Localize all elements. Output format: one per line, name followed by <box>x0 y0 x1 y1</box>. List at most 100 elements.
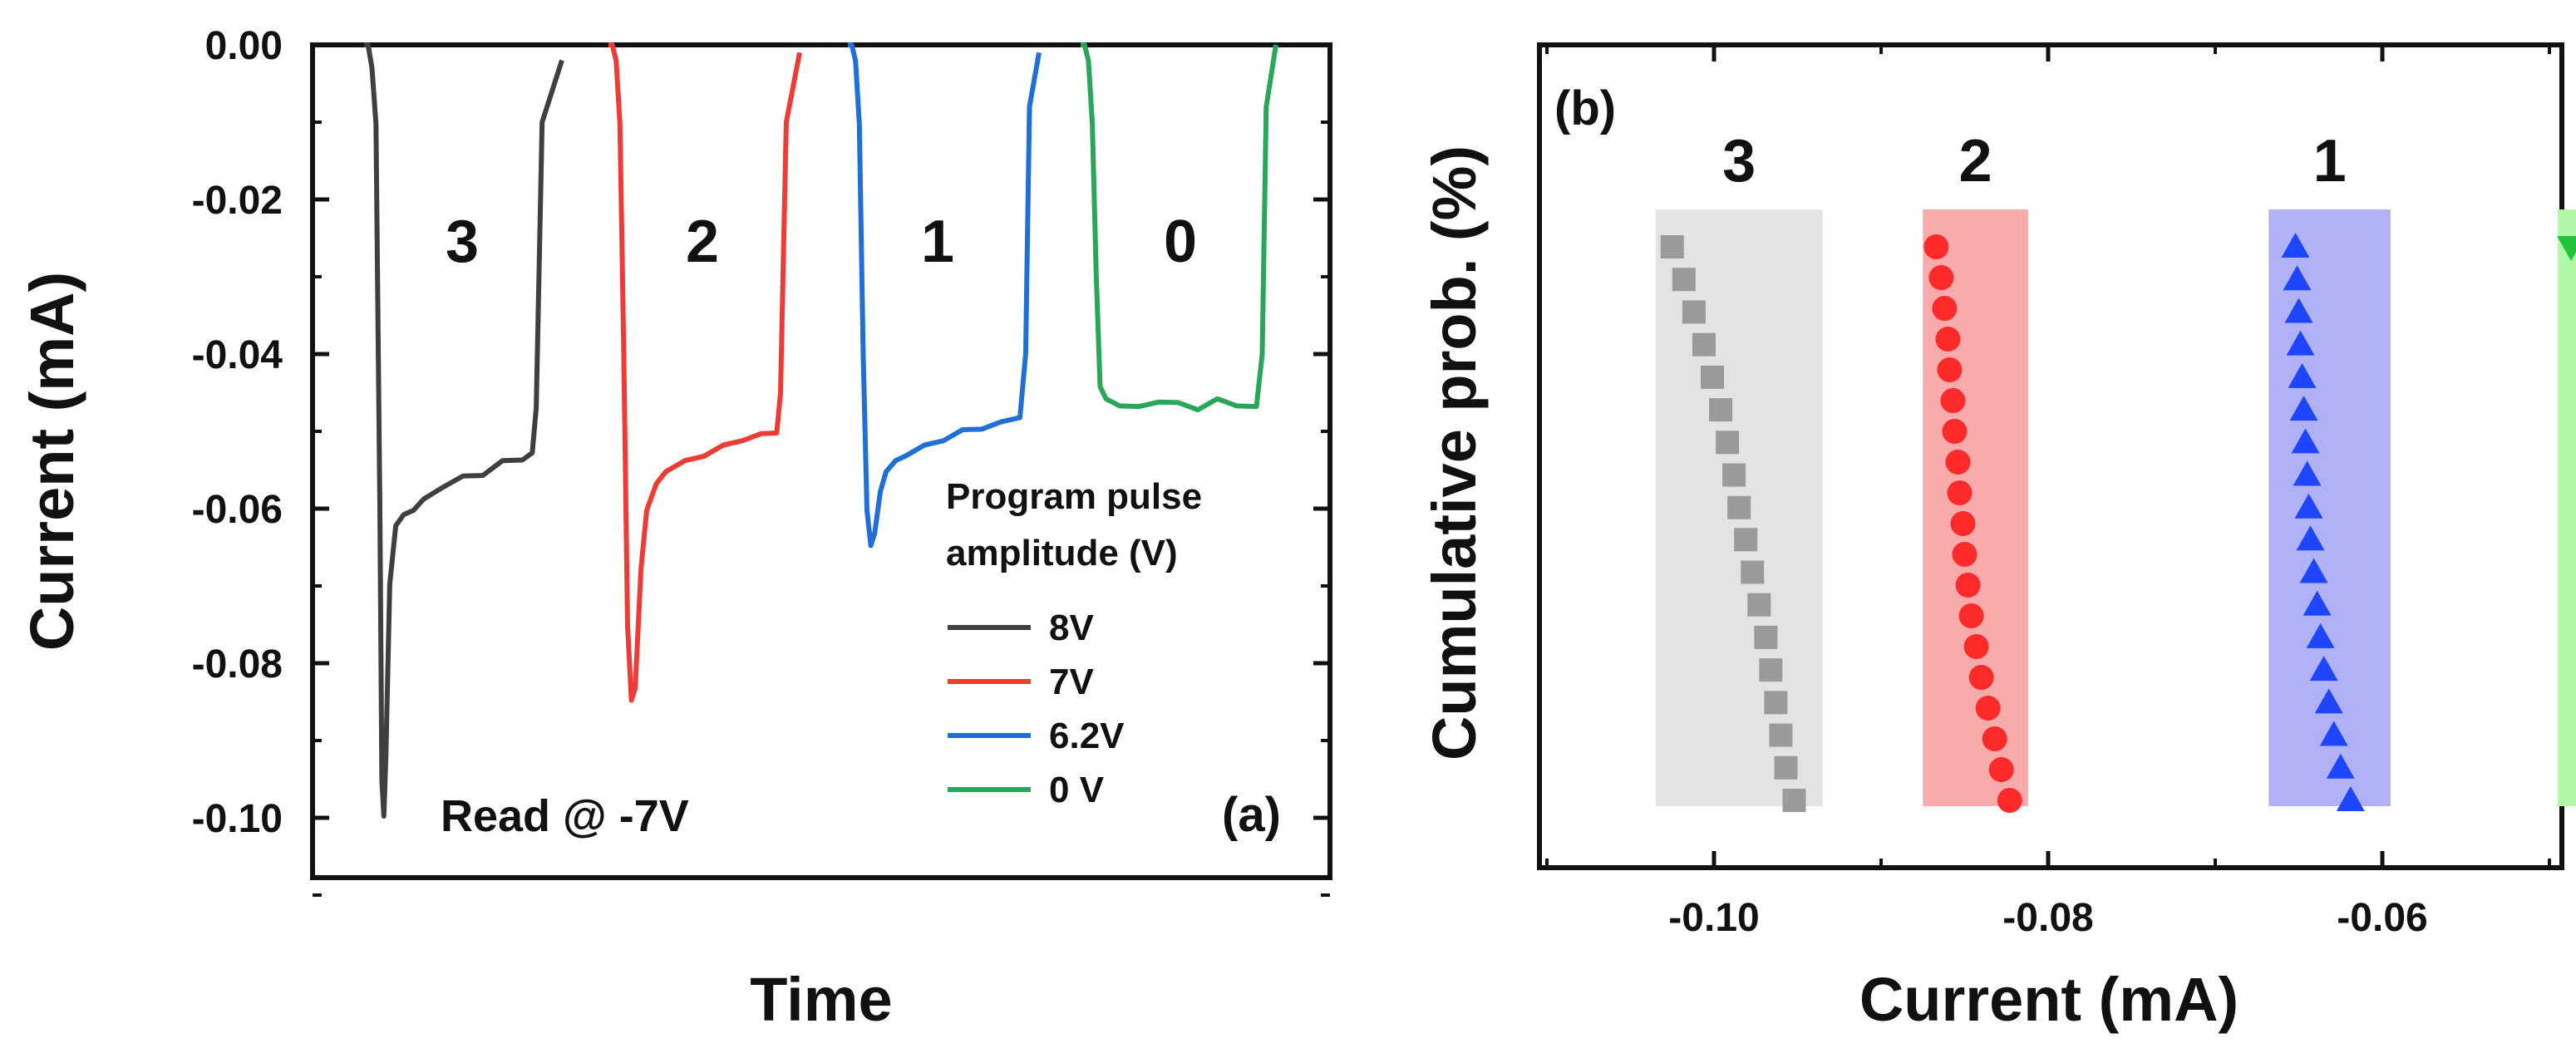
level-label-0: 0 <box>1164 209 1197 275</box>
point-circle <box>1950 511 1976 536</box>
panel-a-read-annotation: Read @ -7V <box>441 791 689 841</box>
panel-a: 0.00 -0.02 -0.04 -0.06 -0.08 -0.10 3 2 1 0 Curre… <box>17 24 1332 1034</box>
point-triangle-up <box>2281 233 2310 258</box>
x-tick-label: -0.08 <box>2002 896 2093 940</box>
curve-7v <box>608 42 802 703</box>
legend-title-line1: Program pulse <box>946 476 1202 517</box>
panel-a-level-labels: 3 2 1 0 <box>446 209 1197 275</box>
panel-a-curves <box>364 42 1278 819</box>
point-triangle-up <box>2336 786 2365 811</box>
point-triangle-up <box>2286 330 2315 356</box>
point-square <box>1747 593 1771 617</box>
legend-label-6.2v: 6.2V <box>1049 716 1125 756</box>
point-square <box>1782 789 1806 812</box>
point-triangle-up <box>2293 460 2322 486</box>
y-tick-label: 0.00 <box>205 24 283 68</box>
point-circle <box>1937 357 1963 382</box>
point-circle <box>1923 234 1949 259</box>
point-circle <box>1947 480 1973 505</box>
panel-a-y-axis-label: Current (mA) <box>17 272 86 651</box>
y-tick-label: -0.08 <box>192 642 283 686</box>
y-tick-label: -0.10 <box>192 797 283 841</box>
point-circle <box>1952 542 1978 567</box>
point-square <box>1722 463 1746 487</box>
point-circle <box>1955 573 1981 598</box>
panel-b-label: (b) <box>1554 81 1616 135</box>
curve-6.2v <box>848 42 1042 549</box>
point-circle <box>1928 265 1954 290</box>
panel-b-x-axis-label: Current (mA) <box>1859 965 2239 1034</box>
y-tick-label: -0.02 <box>192 179 283 223</box>
point-square <box>1754 625 1778 649</box>
y-tick-label: -0.04 <box>192 333 283 377</box>
point-triangle-up <box>2303 590 2332 616</box>
band-level-0 <box>2558 209 2576 806</box>
point-circle <box>1975 696 2001 721</box>
point-circle <box>1988 757 2014 782</box>
panel-a-label: (a) <box>1222 788 1281 842</box>
point-triangle-up <box>2294 493 2323 519</box>
point-square <box>1700 365 1724 389</box>
legend-title-line2: amplitude (V) <box>946 533 1178 573</box>
point-square <box>1734 528 1758 552</box>
point-circle <box>1997 788 2022 813</box>
point-square <box>1709 398 1733 422</box>
panel-a-x-axis-label: Time <box>750 965 892 1034</box>
point-square <box>1759 658 1783 682</box>
point-square <box>1692 332 1716 357</box>
panel-a-legend: Program pulse amplitude (V) 8V 7V 6.2V 0 V <box>946 476 1202 810</box>
level-label-3: 3 <box>446 209 479 275</box>
point-triangle-up <box>2283 265 2312 291</box>
legend-label-8v: 8V <box>1049 608 1094 648</box>
point-circle <box>1968 665 1994 690</box>
point-square <box>1672 268 1696 292</box>
level-label-1: 1 <box>2313 128 2347 194</box>
point-triangle-up <box>2314 688 2343 714</box>
curve-8v <box>364 42 564 819</box>
point-triangle-up <box>2309 656 2338 682</box>
point-triangle-up <box>2326 753 2355 779</box>
point-triangle-down <box>2557 236 2576 261</box>
level-label-1: 1 <box>921 209 954 275</box>
x-tick-label: -0.10 <box>1668 896 1759 940</box>
point-circle <box>1982 726 2007 751</box>
level-label-2: 2 <box>686 209 719 275</box>
point-circle <box>1958 603 1984 628</box>
legend-label-0v: 0 V <box>1049 770 1105 810</box>
panel-b-x-axis: -0.10-0.08-0.06-0.04 <box>1545 45 2551 940</box>
point-circle <box>1940 388 1966 413</box>
point-circle <box>1935 327 1961 352</box>
point-triangle-up <box>2306 622 2335 648</box>
point-square <box>1769 723 1793 747</box>
point-square <box>1682 300 1706 324</box>
point-triangle-up <box>2319 721 2348 746</box>
legend-label-7v: 7V <box>1049 662 1094 702</box>
point-square <box>1716 431 1740 455</box>
point-square <box>1660 235 1684 258</box>
point-triangle-up <box>2299 558 2328 583</box>
point-circle <box>1945 450 1971 475</box>
panel-a-frame <box>310 42 1332 880</box>
panel-b-y-axis-label: Cumulative prob. (%) <box>1420 145 1489 760</box>
point-triangle-up <box>2291 428 2320 454</box>
point-triangle-up <box>2296 525 2325 551</box>
panel-a-y-axis: 0.00 -0.02 -0.04 -0.06 -0.08 -0.10 <box>192 24 1330 897</box>
point-square <box>1774 755 1798 780</box>
band-level-1 <box>2268 209 2391 806</box>
point-circle <box>1932 296 1958 321</box>
point-square <box>1764 691 1788 715</box>
point-square <box>1727 495 1751 519</box>
point-circle <box>1963 634 1989 659</box>
level-label-3: 3 <box>1722 128 1756 194</box>
level-label-2: 2 <box>1959 128 1992 194</box>
panel-b-shaded-bands <box>1655 209 2576 806</box>
point-square <box>1741 560 1765 584</box>
point-circle <box>1942 419 1968 444</box>
x-tick-label: -0.06 <box>2337 896 2427 940</box>
point-triangle-up <box>2288 362 2317 388</box>
point-triangle-up <box>2289 396 2318 421</box>
panel-b-data-points <box>1660 233 2576 813</box>
